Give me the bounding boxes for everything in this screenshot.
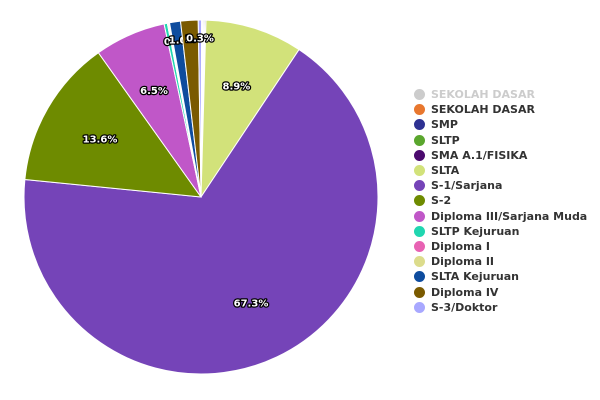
pie-slice-6[interactable]: [23, 48, 379, 375]
legend-swatch-icon: [414, 134, 425, 146]
legend-swatch-icon: [414, 301, 425, 313]
pie-slice-5[interactable]: [200, 19, 300, 199]
legend-swatch-icon: [414, 180, 425, 192]
legend-item-1[interactable]: SEKOLAH DASAR: [414, 102, 587, 117]
legend-item-4[interactable]: SMA A.1/FISIKA: [414, 148, 587, 163]
legend-label: SLTA: [431, 164, 460, 178]
legend-item-5[interactable]: SLTA: [414, 163, 587, 178]
data-label-14: 0.3%: [186, 34, 214, 45]
legend-item-2[interactable]: SMP: [414, 117, 587, 132]
data-label-8: 6.5%: [140, 86, 168, 97]
legend-label: SMA A.1/FISIKA: [431, 148, 528, 162]
legend-item-10[interactable]: Diploma I: [414, 239, 587, 254]
legend-label: SLTA Kejuruan: [431, 270, 520, 284]
data-label-13: 1.: [185, 34, 196, 45]
legend-item-0[interactable]: SEKOLAH DASAR: [414, 87, 587, 102]
data-label-5: 8.9%: [223, 82, 251, 93]
legend-item-7[interactable]: S-2: [414, 193, 587, 208]
legend-swatch-icon: [414, 271, 425, 283]
legend-swatch-icon: [414, 89, 425, 101]
legend-swatch-icon: [414, 119, 425, 131]
legend-label: Diploma II: [431, 255, 495, 269]
legend-swatch-icon: [414, 195, 425, 207]
legend-swatch-icon: [414, 256, 425, 268]
legend-swatch-icon: [414, 286, 425, 298]
legend-item-11[interactable]: Diploma II: [414, 254, 587, 269]
legend-swatch-icon: [414, 149, 425, 161]
data-label-6: 67.3%: [234, 299, 269, 310]
legend-label: SEKOLAH DASAR: [431, 88, 535, 102]
legend-swatch-icon: [414, 225, 425, 237]
legend-swatch-icon: [414, 240, 425, 252]
legend-label: S-1/Sarjana: [431, 179, 503, 193]
legend-swatch-icon: [414, 104, 425, 116]
legend-label: S-2: [431, 194, 452, 208]
legend-item-14[interactable]: S-3/Doktor: [414, 300, 587, 315]
legend: SEKOLAH DASAR SEKOLAH DASAR SMP SLTP SMA A.1…: [414, 87, 587, 315]
legend-item-8[interactable]: Diploma III/Sarjana Muda: [414, 209, 587, 224]
legend-label: SMP: [431, 118, 458, 132]
legend-label: Diploma I: [431, 239, 490, 253]
legend-label: Diploma III/Sarjana Muda: [431, 209, 588, 223]
legend-label: SLTP Kejuruan: [431, 224, 520, 238]
pie-slice-7[interactable]: [24, 52, 203, 198]
legend-swatch-icon: [414, 210, 425, 222]
legend-item-3[interactable]: SLTP: [414, 133, 587, 148]
legend-label: SLTP: [431, 133, 460, 147]
legend-item-9[interactable]: SLTP Kejuruan: [414, 224, 587, 239]
legend-item-6[interactable]: S-1/Sarjana: [414, 178, 587, 193]
pie-slice-14[interactable]: [197, 19, 203, 198]
legend-label: S-3/Doktor: [431, 300, 498, 314]
legend-swatch-icon: [414, 165, 425, 177]
legend-label: Diploma IV: [431, 285, 499, 299]
legend-item-12[interactable]: SLTA Kejuruan: [414, 269, 587, 284]
legend-item-13[interactable]: Diploma IV: [414, 284, 587, 299]
legend-label: SEKOLAH DASAR: [431, 103, 535, 117]
data-label-7: 13.6%: [83, 134, 118, 145]
